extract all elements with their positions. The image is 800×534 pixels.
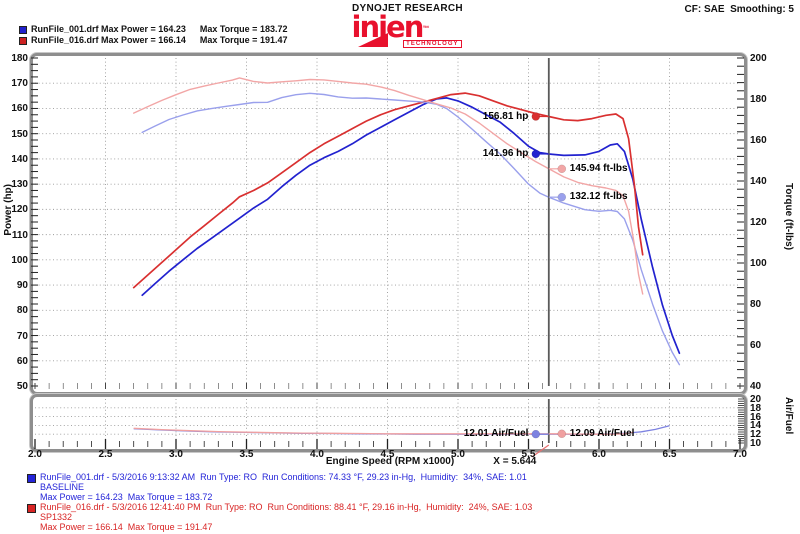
run2-color-swatch-icon xyxy=(19,36,28,45)
airfuel-tick-12: 12 xyxy=(750,429,762,441)
airfuel-axis-title: Air/Fuel xyxy=(783,397,794,435)
power-tick-130: 130 xyxy=(11,179,28,191)
rpm-tick-6.0: 6.0 xyxy=(592,449,606,460)
run2-torque-text: Max Torque = 191.47 xyxy=(199,35,288,45)
run2-max-line: Max Power = 166.14 Max Torque = 191.47 xyxy=(40,522,213,532)
torque-tick-60: 60 xyxy=(750,340,762,351)
rpm-tick-5.0: 5.0 xyxy=(451,449,465,460)
airfuel-tick-18: 18 xyxy=(750,402,762,414)
torque-tick-140: 140 xyxy=(750,176,767,187)
logo-triangle-icon xyxy=(357,33,388,47)
cursor-x-readout: X = 5.644 xyxy=(493,456,537,467)
power-tick-50: 50 xyxy=(16,381,28,392)
torque-tick-160: 160 xyxy=(750,135,767,146)
power-tick-150: 150 xyxy=(11,128,28,140)
top-run-legend: RunFile_001.drf Max Power = 164.23 Max To… xyxy=(4,14,287,45)
torque-tick-200: 200 xyxy=(750,53,767,64)
rpm-tick-7.0: 7.0 xyxy=(733,449,747,460)
run1-torque-text: Max Torque = 183.72 xyxy=(199,24,288,34)
run1-footer-swatch-icon xyxy=(27,474,36,483)
airfuel-tick-16: 16 xyxy=(750,411,762,423)
run2-name-line: SP1332 xyxy=(40,512,73,522)
dynojet-research-title: DYNOJET RESEARCH xyxy=(352,3,463,14)
readout-torque-blue: 132.12 ft-lbs xyxy=(569,191,628,203)
power-tick-170: 170 xyxy=(11,78,28,90)
correction-smoothing-settings: CF: SAE Smoothing: 5 xyxy=(684,4,794,15)
airfuel-tick-10: 10 xyxy=(750,438,762,449)
power-tick-140: 140 xyxy=(11,153,28,165)
run1-name-line: BASELINE xyxy=(40,482,85,492)
rpm-tick-3.5: 3.5 xyxy=(239,449,254,460)
power-tick-180: 180 xyxy=(11,53,28,64)
torque-tick-120: 120 xyxy=(750,217,767,228)
power-tick-60: 60 xyxy=(16,355,28,367)
legend-run-2: RunFile_016.drf Max Power = 166.14 Max To… xyxy=(4,25,287,45)
power-tick-70: 70 xyxy=(16,330,28,342)
run2-power-text: RunFile_016.drf Max Power = 166.14 xyxy=(31,35,186,45)
torque-tick-180: 180 xyxy=(750,94,767,105)
run2-footer-swatch-icon xyxy=(27,504,36,513)
rpm-tick-2.0: 2.0 xyxy=(28,449,42,460)
rpm-tick-5.5: 5.5 xyxy=(521,449,536,460)
x-axis-title: Engine Speed (RPM x1000) xyxy=(325,456,455,467)
injen-logo: injen™ TECHNOLOGY xyxy=(352,13,464,50)
power-tick-100: 100 xyxy=(11,254,28,266)
torque-axis-title: Torque (ft-lbs) xyxy=(783,183,794,251)
main-chart-plot[interactable] xyxy=(30,53,747,395)
power-tick-160: 160 xyxy=(11,103,28,115)
readout-airfuel-red: 12.09 Air/Fuel xyxy=(569,427,635,439)
power-tick-80: 80 xyxy=(16,305,28,317)
power-tick-120: 120 xyxy=(11,204,28,216)
rpm-tick-4.5: 4.5 xyxy=(380,449,395,460)
torque-tick-100: 100 xyxy=(750,258,767,269)
run1-power-text: RunFile_001.drf Max Power = 164.23 xyxy=(31,24,186,34)
run1-max-line: Max Power = 164.23 Max Torque = 183.72 xyxy=(40,492,213,502)
airfuel-chart-plot[interactable] xyxy=(30,394,747,452)
airfuel-tick-20: 20 xyxy=(750,394,762,405)
readout-hp-blue: 141.96 hp xyxy=(482,147,529,159)
torque-tick-40: 40 xyxy=(750,381,762,392)
torque-tick-80: 80 xyxy=(750,299,762,310)
run1-details-line: RunFile_001.drf - 5/3/2016 9:13:32 AM Ru… xyxy=(40,472,527,482)
run2-details-line: RunFile_016.drf - 5/3/2016 12:41:40 PM R… xyxy=(40,502,533,512)
rpm-tick-4.0: 4.0 xyxy=(310,449,324,460)
airfuel-tick-14: 14 xyxy=(750,420,762,432)
power-tick-110: 110 xyxy=(11,229,28,241)
readout-airfuel-blue: 12.01 Air/Fuel xyxy=(463,428,529,440)
legend-run-1: RunFile_001.drf Max Power = 164.23 Max To… xyxy=(4,14,287,34)
run1-color-swatch-icon xyxy=(19,25,28,34)
rpm-tick-6.5: 6.5 xyxy=(662,449,677,460)
rpm-tick-3.0: 3.0 xyxy=(169,449,183,460)
trademark-symbol: ™ xyxy=(422,25,430,33)
injen-technology-label: TECHNOLOGY xyxy=(403,40,462,48)
readout-torque-red: 145.94 ft-lbs xyxy=(569,162,628,174)
brand-block: DYNOJET RESEARCH injen™ TECHNOLOGY xyxy=(345,3,470,50)
readout-hp-red: 156.81 hp xyxy=(482,110,529,122)
rpm-tick-2.5: 2.5 xyxy=(98,449,113,460)
power-tick-90: 90 xyxy=(16,280,28,292)
